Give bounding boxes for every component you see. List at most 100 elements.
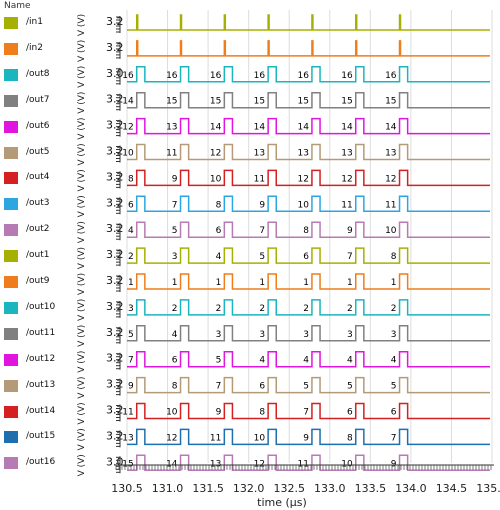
mini-y-axis [116, 300, 121, 318]
legend-swatch [4, 431, 18, 444]
x-tick-label: 134.0 [395, 482, 427, 495]
y-max-label: 3.0 [106, 455, 124, 468]
pulse-label: 15 [341, 97, 352, 107]
mini-y-axis [116, 275, 121, 292]
pulse-label: 12 [166, 433, 177, 443]
legend-swatch [4, 17, 18, 29]
waveform-trace [127, 14, 490, 31]
mini-y-axis [116, 41, 121, 59]
y-max-label: 3.2 [106, 378, 124, 391]
pulse-label: 6 [172, 356, 178, 366]
pulse-label: 14 [385, 123, 397, 133]
pulse-label: 7 [347, 252, 353, 262]
pulse-label: 13 [210, 459, 221, 469]
pulse-label: 6 [128, 200, 134, 210]
pulse-label: 8 [303, 226, 309, 236]
pulse-label: 2 [128, 252, 134, 262]
y-axis-label: V (V) [77, 221, 87, 243]
waveform-trace [127, 376, 490, 394]
waveform-trace [127, 169, 490, 187]
pulse-label: 2 [391, 304, 397, 314]
mini-y-axis [116, 404, 121, 422]
waveform-trace [127, 66, 490, 83]
y-axis-label: V (V) [77, 66, 87, 88]
pulse-label: 3 [303, 330, 309, 340]
pulse-label: 10 [254, 433, 266, 443]
waveform-trace [127, 221, 490, 238]
y-axis-label: V (V) [77, 195, 87, 217]
pulse-label: 11 [166, 149, 177, 159]
y-max-label: 3.2 [106, 41, 124, 54]
waveform-trace [127, 454, 490, 472]
pulse-label: 13 [122, 433, 133, 443]
pulse-label: 13 [297, 149, 308, 159]
pulse-label: 3 [347, 330, 353, 340]
x-tick-label: 133.5 [355, 482, 387, 495]
y-axis-label: V (V) [77, 14, 87, 36]
pulse-label: 9 [259, 200, 265, 210]
pulse-label: 15 [166, 97, 177, 107]
legend-swatch [4, 42, 18, 55]
pulse-label: 8 [391, 252, 397, 262]
legend-label: /out10 [26, 301, 56, 312]
pulse-label: 10 [122, 149, 134, 159]
pulse-label: 3 [172, 252, 178, 262]
waveform-trace [127, 143, 490, 161]
legend-label: /out16 [26, 457, 56, 468]
pulse-label: 8 [216, 200, 222, 210]
y-max-label: 3.2 [106, 170, 124, 183]
y-max-label: 3.2 [106, 145, 124, 158]
mini-y-axis [116, 67, 121, 85]
x-tick-label: 132.5 [273, 482, 305, 495]
legend-label: /out6 [26, 120, 50, 131]
pulse-label: 3 [259, 330, 265, 340]
y-max-label: 3.2 [106, 15, 124, 28]
pulse-label: 16 [341, 71, 353, 81]
y-axis-label: V (V) [77, 428, 87, 450]
waveform-trace [127, 325, 490, 342]
mini-y-axis [116, 171, 121, 189]
y-axis-label: V (V) [77, 143, 87, 165]
mini-y-axis [116, 249, 121, 267]
pulse-label: 1 [172, 278, 178, 288]
pulse-label: 8 [347, 433, 353, 443]
y-axis-label: V (V) [77, 169, 87, 191]
waveform-trace [127, 273, 490, 290]
legend-swatch [4, 224, 18, 237]
legend-label: /out13 [26, 379, 56, 390]
y-axis-label: V (V) [77, 402, 87, 424]
x-tick-label: 131.5 [192, 482, 224, 495]
waveform-trace [127, 117, 490, 135]
legend-label: /out14 [26, 405, 56, 416]
mini-y-axis [116, 16, 121, 33]
pulse-label: 11 [210, 433, 221, 443]
pulse-label: 7 [128, 356, 134, 366]
legend-header: Name [4, 1, 31, 11]
legend-swatch [4, 250, 18, 263]
pulse-label: 11 [254, 174, 265, 184]
waveform-trace [127, 299, 490, 316]
pulse-label: 10 [341, 459, 353, 469]
y-max-label: 3.2 [106, 274, 124, 287]
pulse-label: 4 [128, 226, 134, 236]
pulse-label: 8 [128, 174, 134, 184]
legend-label: /out5 [26, 146, 50, 157]
pulse-label: 10 [210, 174, 222, 184]
pulse-label: 10 [166, 408, 178, 418]
pulse-label: 7 [216, 382, 222, 392]
pulse-label: 3 [216, 330, 222, 340]
pulse-label: 1 [128, 278, 134, 288]
legend-swatch [4, 146, 18, 159]
x-tick-label: 130.5 [111, 482, 143, 495]
y-max-label: 3.2 [106, 248, 124, 261]
waveform-trace [127, 195, 490, 213]
mini-y-axis [116, 378, 121, 396]
legend-label: /out9 [26, 276, 50, 286]
pulse-label: 15 [210, 97, 221, 107]
pulse-label: 5 [391, 382, 397, 392]
pulse-label: 9 [172, 174, 178, 184]
pulse-label: 4 [216, 252, 222, 262]
pulse-label: 11 [297, 459, 308, 469]
pulse-label: 14 [254, 123, 266, 133]
legend-label: /out15 [26, 431, 56, 442]
